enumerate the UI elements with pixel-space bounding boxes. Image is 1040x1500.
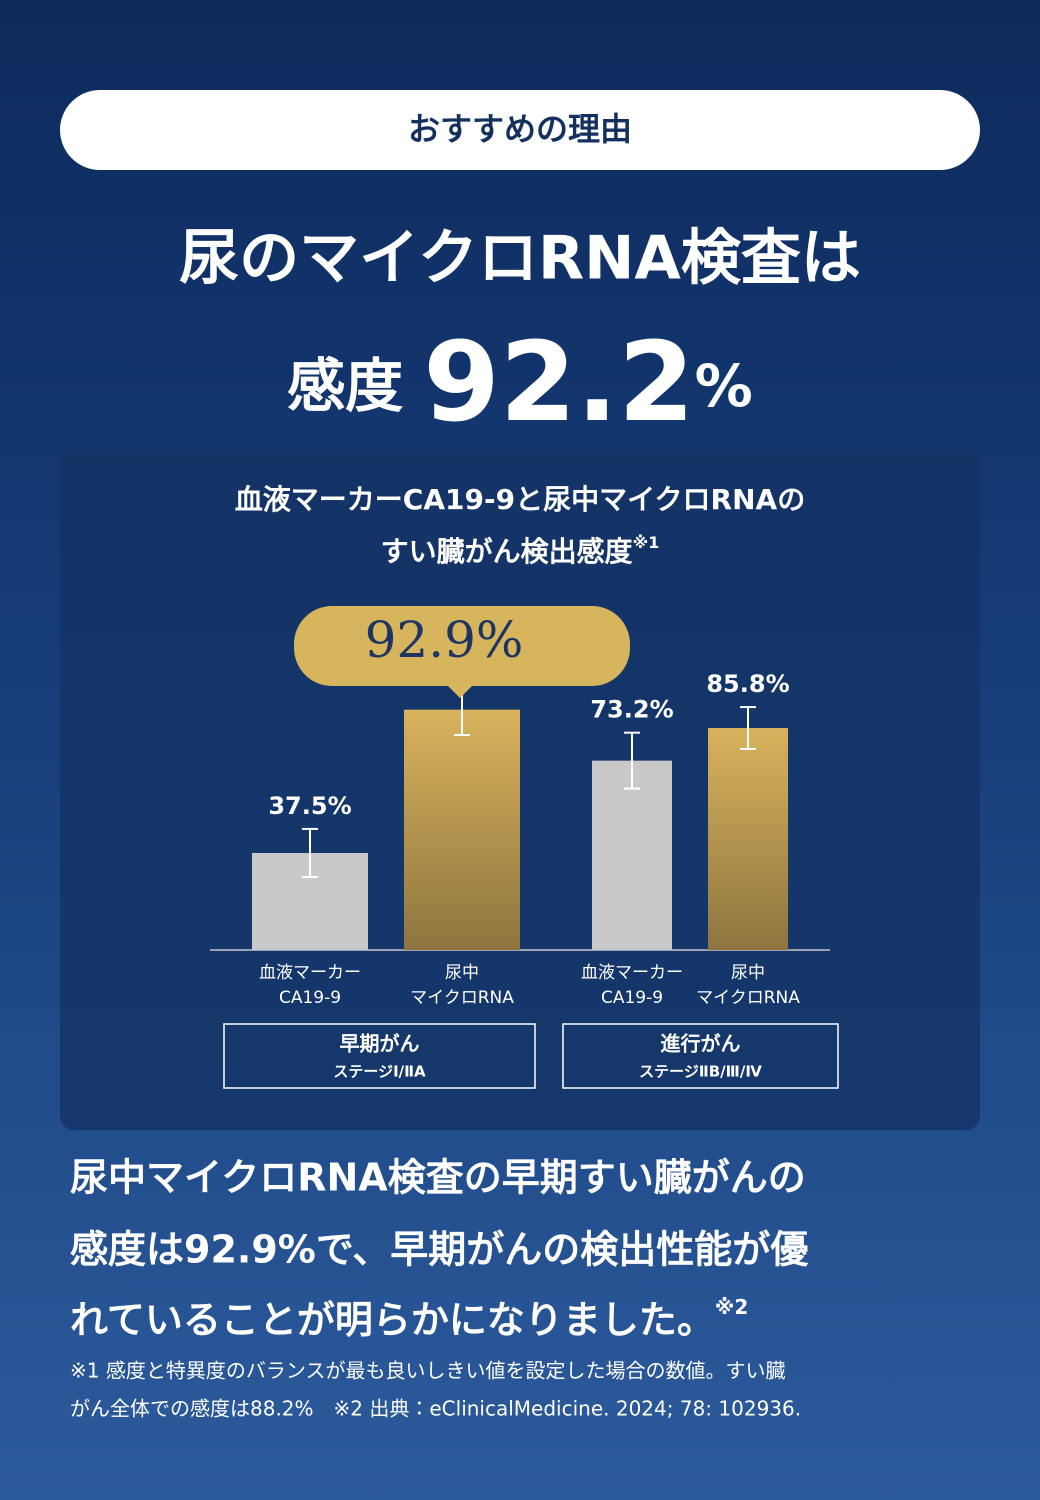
error-bar bbox=[302, 827, 318, 879]
callout bbox=[294, 606, 630, 698]
bar bbox=[592, 760, 672, 950]
chart-title-note: ※1 bbox=[633, 533, 660, 552]
value-label: 92.9% bbox=[365, 611, 524, 669]
badge bbox=[60, 90, 980, 170]
bar bbox=[708, 728, 788, 950]
headline-unit: % bbox=[695, 352, 753, 420]
x-tick-label: 血液マーカー bbox=[581, 963, 683, 983]
badge-text: おすすめの理由 bbox=[408, 110, 632, 148]
group-stage: ステージⅠ/ⅡA bbox=[333, 1063, 426, 1081]
value-label: 85.8% bbox=[706, 670, 789, 698]
body-line: 尿中マイクロRNA検査の早期すい臓がんの bbox=[70, 1156, 806, 1200]
body-line: れていることが明らかになりました。※2 bbox=[70, 1295, 748, 1342]
value-label: 73.2% bbox=[590, 696, 673, 724]
group-name: 早期がん bbox=[340, 1032, 420, 1056]
headline-value: 感度 92.2% bbox=[287, 318, 753, 446]
group-name: 進行がん bbox=[661, 1032, 741, 1056]
body-line-text: れていることが明らかになりました。 bbox=[70, 1298, 715, 1342]
x-tick-label: マイクロRNA bbox=[410, 988, 514, 1008]
error-bar bbox=[740, 706, 756, 750]
footnote: がん全体での感度は88.2% ※2 出典：eClinicalMedicine. … bbox=[70, 1397, 801, 1421]
chart-title-line: すい臓がん検出感度 bbox=[381, 535, 633, 568]
headline: 尿のマイクロRNA検査は bbox=[179, 224, 861, 294]
chart-title: 血液マーカーCA19-9と尿中マイクロRNAの bbox=[235, 483, 805, 516]
group-box bbox=[562, 1023, 839, 1089]
x-tick-label: 尿中 bbox=[445, 963, 479, 983]
x-tick-label: CA19-9 bbox=[601, 988, 663, 1008]
headline-number: 92.2 bbox=[423, 318, 694, 446]
bar bbox=[404, 709, 520, 950]
bars: 37.5% 血液マーカー CA19-9 92.9% 尿中マイクロRNA 73.2% 血液マー… bbox=[223, 606, 839, 1089]
x-tick-label: 血液マーカー bbox=[259, 963, 361, 983]
chart-title: すい臓がん検出感度※1 bbox=[381, 533, 660, 569]
body-text: 尿中マイクロRNA検査の早期すい臓がんの 感度は92.9%で、早期がんの検出性能… bbox=[70, 1156, 809, 1342]
x-tick-label: 尿中 bbox=[731, 963, 765, 983]
error-bar bbox=[624, 731, 640, 790]
x-tick-label: マイクロRNA bbox=[696, 988, 800, 1008]
group-box bbox=[223, 1023, 536, 1089]
footnote: ※1 感度と特異度のバランスが最も良いしきい値を設定した場合の数値。すい臓 bbox=[70, 1359, 785, 1383]
x-tick-label: CA19-9 bbox=[279, 988, 341, 1008]
group-stage: ステージⅡB/Ⅲ/Ⅳ bbox=[639, 1063, 762, 1081]
value-label: 37.5% bbox=[268, 792, 351, 820]
body-note: ※2 bbox=[715, 1295, 748, 1319]
headline-label: 感度 bbox=[287, 352, 403, 420]
body-line: 感度は92.9%で、早期がんの検出性能が優 bbox=[70, 1228, 809, 1272]
